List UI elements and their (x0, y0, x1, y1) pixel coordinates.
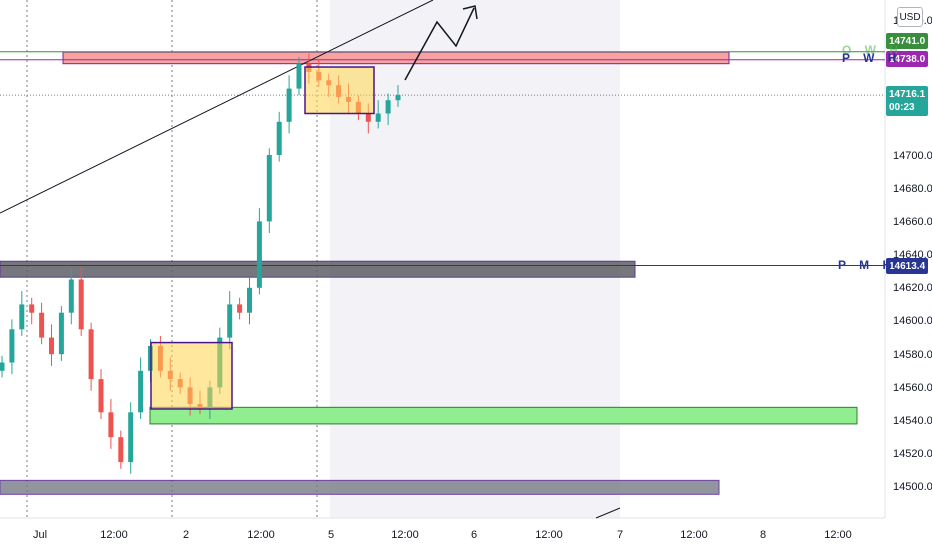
projection-arrow-head (462, 5, 478, 20)
pmh-price-tag: 14613.4 (886, 258, 929, 274)
x-tick-label-5: 12:00 (391, 529, 419, 541)
candle-body-10 (98, 379, 104, 413)
candle-body-27 (266, 155, 272, 222)
y-tick-label-5: 14620.0 (893, 282, 932, 294)
candle-body-8 (78, 279, 84, 330)
y-tick-label-8: 14560.0 (893, 382, 932, 394)
x-tick-label-4: 5 (328, 529, 334, 541)
candle-body-28 (276, 121, 282, 155)
currency-text: USD (899, 11, 921, 23)
y-tick-label-7: 14580.0 (893, 349, 932, 361)
x-tick-label-6: 6 (471, 529, 477, 541)
pmh-label: P M H (838, 258, 896, 272)
ref-price-tag: 14738.0 (886, 51, 929, 67)
current-price-tag: 14716.1 00:23 (886, 86, 929, 116)
consolidation-box-top (304, 66, 375, 115)
y-tick-label-11: 14500.0 (893, 481, 932, 493)
candle-body-23 (227, 304, 233, 338)
y-tick-label-2: 14680.0 (893, 183, 932, 195)
pwh-text: P W H (842, 51, 902, 65)
x-tick-label-11: 12:00 (824, 529, 852, 541)
countdown-text: 00:23 (889, 102, 915, 113)
x-tick-label-3: 12:00 (247, 529, 275, 541)
x-tick-label-8: 7 (617, 529, 623, 541)
current-price-text: 14716.1 (889, 89, 926, 100)
x-tick-label-0: Jul (33, 529, 47, 541)
candle-body-26 (256, 221, 262, 288)
candle-body-14 (138, 370, 144, 413)
pwh-back-text: O W H (842, 43, 903, 57)
pmh-text: P M H (838, 258, 897, 272)
x-tick-label-9: 12:00 (680, 529, 708, 541)
pmh-price-text: 14613.4 (889, 260, 926, 272)
pwh-price-text: 14741.0 (889, 35, 926, 47)
candle-body-7 (68, 279, 74, 313)
trend-line-lower (595, 507, 621, 519)
x-tick-label-7: 12:00 (535, 529, 563, 541)
candle-body-37 (365, 113, 371, 122)
candle-body-30 (296, 63, 302, 89)
pwh-back-label: O W H (842, 43, 903, 57)
x-tick-label-1: 12:00 (100, 529, 128, 541)
y-tick-label-10: 14520.0 (893, 448, 932, 460)
candle-body-40 (395, 95, 401, 101)
currency-label[interactable]: USD (897, 7, 923, 27)
candle-body-4 (39, 312, 45, 338)
trend-line-upper (0, 0, 434, 214)
pmh-gray-zone (0, 260, 636, 278)
resistance-zone (62, 51, 730, 65)
x-tick-label-2: 2 (183, 529, 189, 541)
candle-body-13 (128, 412, 134, 463)
candle-body-39 (385, 100, 391, 114)
future-area-shade (330, 0, 620, 518)
consolidation-box-bottom (150, 341, 233, 410)
candle-body-12 (118, 437, 124, 463)
candle-body-6 (58, 312, 64, 355)
pwh-price-tag: 14741.0 (886, 33, 929, 49)
x-tick-label-10: 8 (760, 529, 766, 541)
candle-body-25 (247, 287, 252, 313)
pwh-label: P W H (842, 51, 901, 65)
ref-price-text: 14738.0 (889, 53, 926, 65)
candle-body-5 (49, 337, 54, 355)
candle-body-29 (286, 88, 292, 122)
candle-body-3 (29, 304, 35, 313)
candle-body-2 (19, 304, 25, 330)
y-tick-label-1: 14700.0 (893, 150, 932, 162)
bottom-gray-zone (0, 479, 720, 495)
y-tick-label-3: 14660.0 (893, 216, 932, 228)
candle-body-11 (108, 412, 114, 438)
projection-arrow-path (404, 7, 475, 81)
candle-body-24 (237, 304, 243, 313)
candle-body-0 (0, 362, 5, 371)
candle-body-1 (9, 329, 15, 363)
y-tick-label-12: 14480.0 (893, 0, 932, 3)
y-tick-label-9: 14540.0 (893, 415, 932, 427)
support-zone (149, 406, 858, 425)
y-tick-label-6: 14600.0 (893, 315, 932, 327)
candle-body-9 (88, 329, 94, 380)
candle-body-38 (375, 113, 381, 122)
